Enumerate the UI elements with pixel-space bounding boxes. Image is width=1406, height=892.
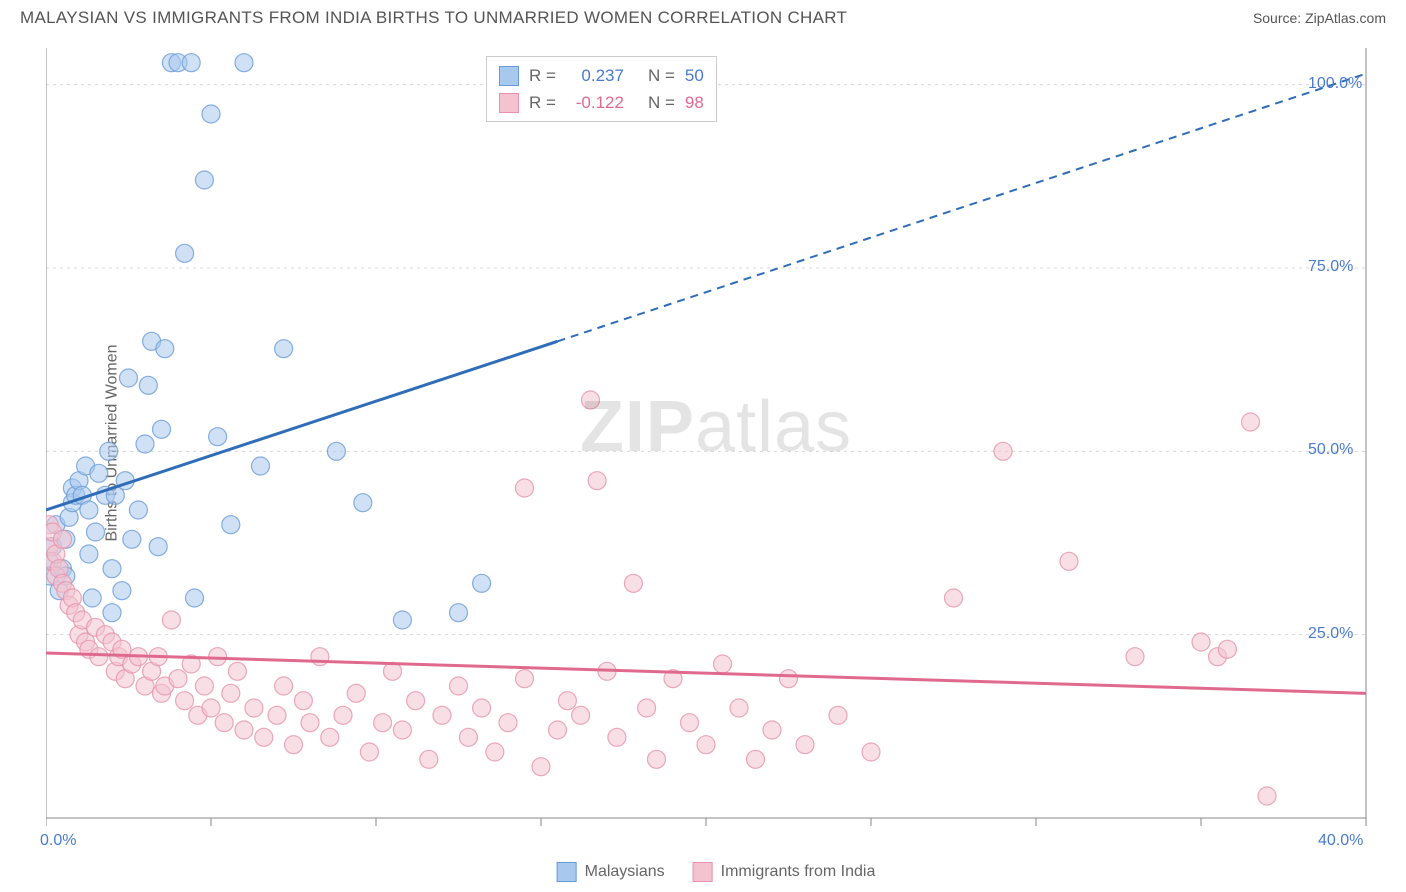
x-tick-label: 40.0% bbox=[1318, 832, 1363, 850]
scatter-plot bbox=[46, 48, 1386, 838]
stats-row: R = 0.237 N = 50 bbox=[499, 62, 704, 89]
x-tick-label: 0.0% bbox=[40, 832, 76, 850]
chart-header: MALAYSIAN VS IMMIGRANTS FROM INDIA BIRTH… bbox=[0, 0, 1406, 32]
legend: Malaysians Immigrants from India bbox=[557, 862, 876, 882]
stats-n-value: 50 bbox=[685, 62, 704, 89]
stats-swatch bbox=[499, 93, 519, 113]
stats-swatch bbox=[499, 66, 519, 86]
legend-item: Immigrants from India bbox=[693, 862, 876, 882]
stats-n-label: N = bbox=[648, 89, 675, 116]
legend-swatch bbox=[557, 862, 577, 882]
stats-row: R = -0.122 N = 98 bbox=[499, 89, 704, 116]
y-tick-label: 50.0% bbox=[1308, 441, 1353, 459]
stats-r-label: R = bbox=[529, 89, 556, 116]
stats-r-value: 0.237 bbox=[566, 62, 624, 89]
chart-container: Births to Unmarried Women ZIPatlas R =0.… bbox=[46, 48, 1386, 838]
stats-box: R = 0.237 N = 50 R = -0.122 N = 98 bbox=[486, 56, 717, 122]
legend-swatch bbox=[693, 862, 713, 882]
chart-title: MALAYSIAN VS IMMIGRANTS FROM INDIA BIRTH… bbox=[20, 8, 847, 28]
y-tick-label: 100.0% bbox=[1308, 75, 1362, 93]
stats-r-value: -0.122 bbox=[566, 89, 624, 116]
stats-n-value: 98 bbox=[685, 89, 704, 116]
chart-source: Source: ZipAtlas.com bbox=[1253, 10, 1386, 26]
legend-item: Malaysians bbox=[557, 862, 665, 882]
stats-r-label: R = bbox=[529, 62, 556, 89]
stats-n-label: N = bbox=[648, 62, 675, 89]
y-tick-label: 75.0% bbox=[1308, 258, 1353, 276]
y-tick-label: 25.0% bbox=[1308, 625, 1353, 643]
legend-label: Malaysians bbox=[585, 863, 665, 881]
legend-label: Immigrants from India bbox=[721, 863, 876, 881]
